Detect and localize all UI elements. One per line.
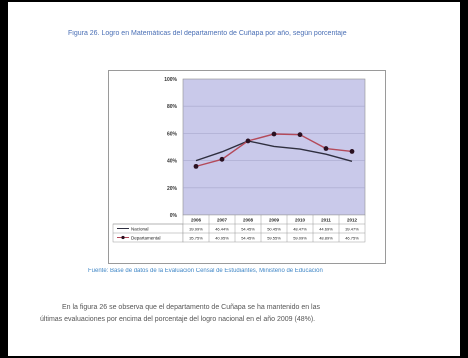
table-cell: 35.75% xyxy=(189,235,203,240)
data-point-departamental xyxy=(349,149,355,154)
data-point-departamental xyxy=(323,146,329,151)
legend-label-nacional: Nacional xyxy=(131,226,149,231)
table-cell: 46.44% xyxy=(215,226,229,231)
table-cell: 39.47% xyxy=(345,226,359,231)
y-tick-label: 0% xyxy=(170,213,178,219)
data-point-departamental xyxy=(271,131,277,137)
paragraph-line-2: últimas evaluaciones por encima del porc… xyxy=(40,316,316,323)
table-cell: 54.45% xyxy=(241,235,255,240)
x-tick-label: 2007 xyxy=(217,218,228,223)
table-cell: 39.99% xyxy=(189,226,203,231)
y-tick-label: 40% xyxy=(167,159,178,165)
y-tick-label: 20% xyxy=(167,186,178,192)
table-cell: 46.75% xyxy=(345,235,359,240)
body-paragraph: En la figura 26 se observa que el depart… xyxy=(40,302,450,326)
table-cell: 44.69% xyxy=(319,226,333,231)
x-tick-label: 2006 xyxy=(191,218,202,223)
x-tick-label: 2009 xyxy=(269,218,280,223)
paragraph-line-1: En la figura 26 se observa que el depart… xyxy=(62,304,321,311)
data-point-departamental xyxy=(219,156,225,162)
legend-label-departamental: Departamental xyxy=(131,235,161,240)
source-note: Fuente: Base de datos de la Evaluación C… xyxy=(88,268,323,274)
table-cell: 40.95% xyxy=(215,235,229,240)
document-page: Figura 26. Logro en Matemáticas del depa… xyxy=(8,2,460,356)
figure-caption: Figura 26. Logro en Matemáticas del depa… xyxy=(68,30,347,37)
y-tick-label: 60% xyxy=(167,131,178,137)
table-cell: 54.45% xyxy=(241,226,255,231)
table-cell: 50.45% xyxy=(267,226,281,231)
data-point-departamental xyxy=(245,138,251,144)
x-tick-label: 2008 xyxy=(243,218,254,223)
table-cell: 48.89% xyxy=(319,235,333,240)
data-point-departamental xyxy=(193,163,199,169)
table-cell: 48.47% xyxy=(293,226,307,231)
series-line-nacional xyxy=(195,140,353,162)
chart-frame: 100% 80% 60% 40% 20% 0% 2006 2007 2008 2009 2010 20… xyxy=(108,70,386,264)
x-tick-label: 2012 xyxy=(347,218,358,223)
legend-marker-departamental xyxy=(121,235,125,240)
x-tick-label: 2010 xyxy=(295,218,306,223)
x-tick-label: 2011 xyxy=(321,218,331,223)
table-cell: 59.09% xyxy=(293,235,307,240)
line-chart: 100% 80% 60% 40% 20% 0% 2006 2007 2008 2009 2010 20… xyxy=(112,77,366,243)
y-tick-label: 80% xyxy=(167,104,178,110)
table-cell: 59.55% xyxy=(267,235,281,240)
data-point-departamental xyxy=(297,132,303,138)
y-tick-label: 100% xyxy=(164,77,177,83)
table-box xyxy=(182,214,366,243)
